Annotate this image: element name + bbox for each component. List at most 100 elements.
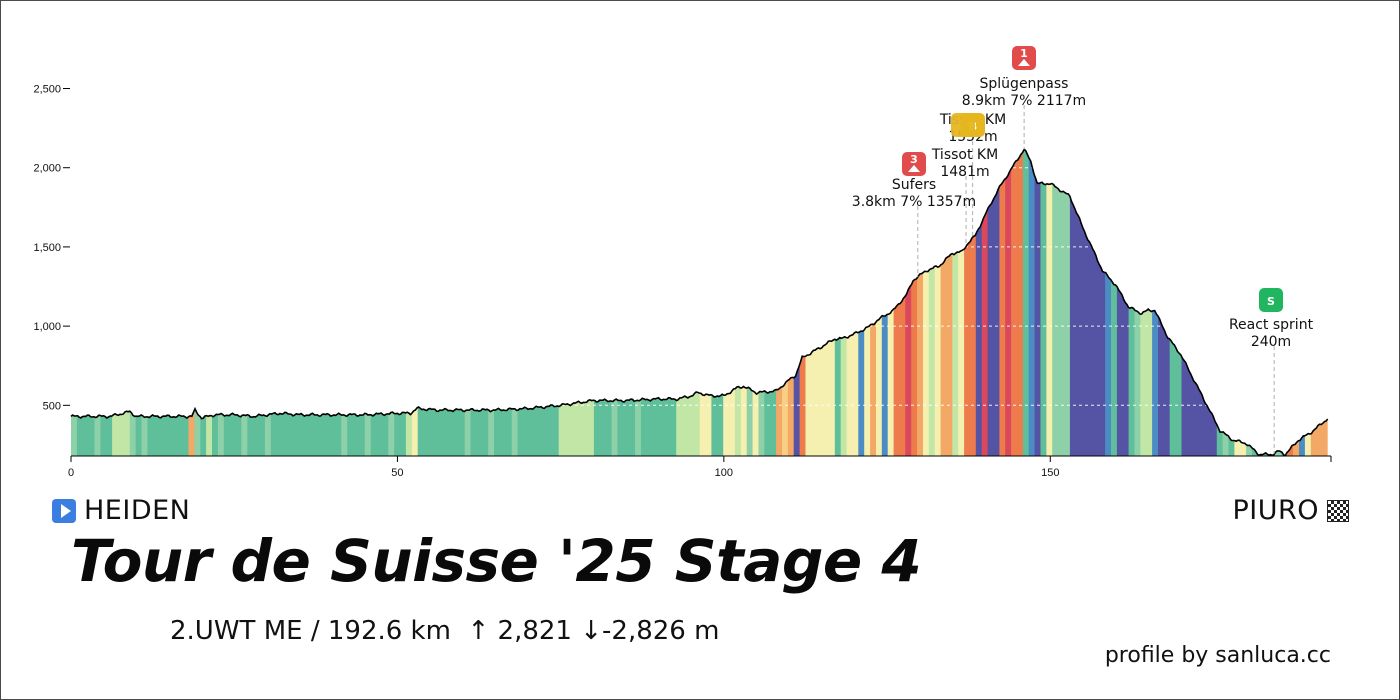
gradient-strip — [300, 149, 307, 456]
gradient-strip — [153, 149, 160, 456]
gradient-strip — [364, 149, 372, 456]
gradient-strip — [829, 149, 836, 456]
gradient-strip — [306, 149, 313, 456]
climb-badge-icon: 3 — [902, 152, 926, 176]
race-category: 2.UWT ME — [170, 616, 303, 646]
gradient-strip — [917, 149, 924, 456]
x-tick-label: 100 — [715, 467, 733, 479]
gradient-strip — [981, 149, 989, 456]
y-tick-label: 500 — [43, 400, 61, 412]
marker-name: Tissot KM — [931, 147, 998, 163]
gradient-strip — [1158, 149, 1165, 456]
gradient-strip — [1205, 149, 1212, 456]
gradient-strip — [1058, 149, 1065, 456]
gradient-strip — [952, 149, 959, 456]
gradient-strip — [787, 149, 795, 456]
gradient-strip — [1034, 149, 1042, 456]
gradient-strip — [928, 149, 936, 456]
gradient-strip — [1011, 149, 1018, 456]
gradient-strip — [588, 149, 595, 456]
gradient-strip — [88, 149, 96, 456]
gradient-strip — [212, 149, 219, 456]
gradient-strip — [1252, 149, 1259, 456]
gradient-strip — [470, 149, 477, 456]
gradient-strip — [464, 149, 472, 456]
x-tick-label: 50 — [391, 467, 403, 479]
gradient-strip — [658, 149, 666, 456]
start-location-name: HEIDEN — [84, 495, 191, 526]
gradient-strip — [1281, 149, 1288, 456]
finish-location-name: PIURO — [1232, 495, 1319, 526]
gradient-strip — [382, 149, 389, 456]
gradient-strip — [323, 149, 331, 456]
gradient-strip — [523, 149, 530, 456]
gradient-strip — [1052, 149, 1059, 456]
gradient-strip — [135, 149, 143, 456]
gradient-strip — [235, 149, 242, 456]
gradient-strip — [282, 149, 289, 456]
play-icon — [52, 498, 76, 523]
badge-category: 3 — [910, 153, 918, 166]
x-tick-label: 150 — [1041, 467, 1059, 479]
gradient-strip — [975, 149, 983, 456]
gradient-strip — [605, 149, 613, 456]
gradient-strip — [1122, 149, 1130, 456]
gradient-strip — [546, 149, 554, 456]
race-distance: 192.6 km — [327, 616, 451, 646]
gradient-strip — [517, 149, 524, 456]
gradient-strip — [405, 149, 413, 456]
gradient-strip — [170, 149, 178, 456]
badge-background — [902, 152, 926, 176]
gradient-strip — [447, 149, 454, 456]
gradient-strip — [123, 149, 131, 456]
gradient-strip — [834, 149, 842, 456]
gradient-strip — [159, 149, 166, 456]
mountain-icon — [908, 165, 920, 172]
gradient-strip — [341, 149, 348, 456]
gradient-strip — [147, 149, 154, 456]
gradient-strip — [864, 149, 871, 456]
gradient-strip — [870, 149, 877, 456]
gradient-strip — [541, 149, 548, 456]
gradient-strip — [335, 149, 342, 456]
badge-background — [951, 113, 975, 137]
gradient-strip — [176, 149, 184, 456]
gradient-strip — [1216, 149, 1224, 456]
gradient-strip — [264, 149, 272, 456]
gradient-strip — [1316, 149, 1324, 456]
gradient-strip — [652, 149, 660, 456]
gradient-strip — [400, 149, 407, 456]
gradient-strip — [1134, 149, 1141, 456]
gradient-strip — [881, 149, 889, 456]
gradient-strip — [452, 149, 460, 456]
gradient-strip — [1263, 149, 1271, 456]
gradient-strip — [294, 149, 301, 456]
gradient-strip — [646, 149, 654, 456]
gradient-strip — [1169, 149, 1177, 456]
gradient-strip — [740, 149, 748, 456]
gradient-strip — [429, 149, 436, 456]
gradient-strip — [970, 149, 977, 456]
gradient-strip — [776, 149, 783, 456]
gradient-strip — [476, 149, 483, 456]
gradient-strip — [582, 149, 589, 456]
gradient-strip — [1193, 149, 1200, 456]
gradient-strip — [259, 149, 266, 456]
gradient-strip — [1099, 149, 1106, 456]
gradient-strip — [223, 149, 231, 456]
gradient-strip — [1322, 149, 1328, 456]
gradient-strip — [1181, 149, 1188, 456]
gradient-strip — [535, 149, 542, 456]
gradient-strip — [1116, 149, 1124, 456]
gradient-strip — [435, 149, 442, 456]
gradient-strip — [993, 149, 1000, 456]
climb-badge-icon: 1 — [1012, 46, 1036, 70]
marker-info: 3.8km 7% 1357m — [852, 194, 976, 210]
gradient-strip — [623, 149, 630, 456]
gradient-strip — [1105, 149, 1112, 456]
gradient-strip — [188, 149, 195, 456]
gradient-strip — [558, 149, 566, 456]
gradient-strip — [1111, 149, 1118, 456]
badge-category: S — [1267, 295, 1275, 308]
